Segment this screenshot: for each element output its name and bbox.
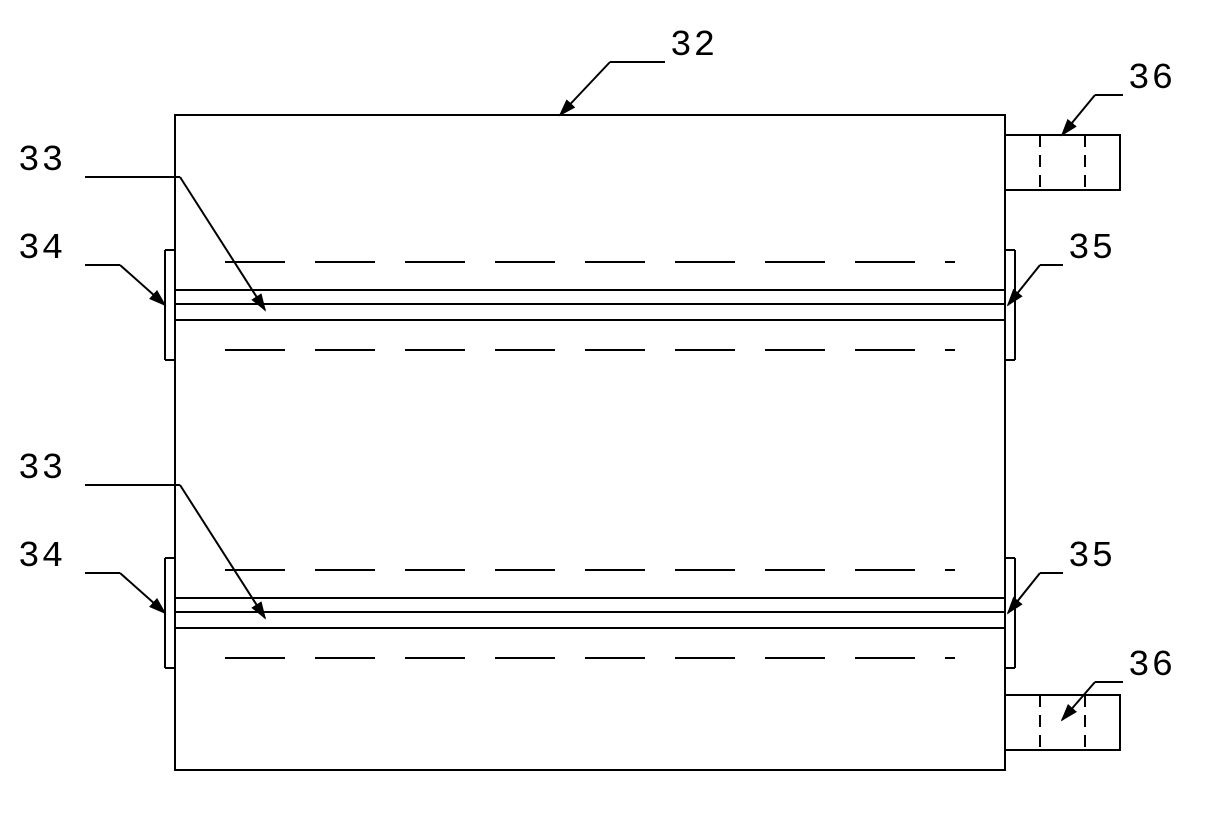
reference-label-36-bottom: 36	[1128, 645, 1175, 686]
reference-label-35-lower: 35	[1068, 536, 1115, 577]
engineering-diagram	[0, 0, 1218, 810]
reference-label-34-lower: 34	[18, 536, 65, 577]
reference-label-33-upper: 33	[18, 140, 65, 181]
reference-label-34-upper: 34	[18, 228, 65, 269]
reference-label-35-upper: 35	[1068, 228, 1115, 269]
reference-label-33-lower: 33	[18, 448, 65, 489]
reference-label-32: 32	[670, 25, 717, 66]
diagram-svg	[0, 0, 1218, 810]
reference-label-36-top: 36	[1128, 58, 1175, 99]
